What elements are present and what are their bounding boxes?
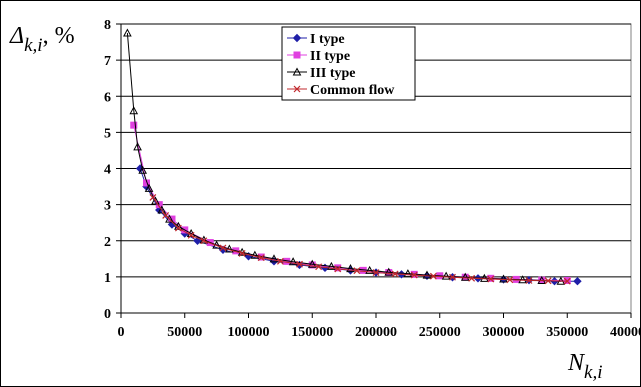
x-axis-title: Nk,i <box>567 350 602 383</box>
legend-marker <box>292 33 302 43</box>
x-tick-label: 300000 <box>483 325 525 340</box>
y-tick-label: 4 <box>104 163 111 178</box>
data-point-common-flow <box>544 277 552 285</box>
data-point-iii-type <box>157 205 167 214</box>
data-point-common-flow <box>219 244 227 252</box>
data-point-common-flow <box>296 260 303 268</box>
data-point-common-flow <box>525 277 533 284</box>
legend-item-i-type: I type <box>287 32 345 47</box>
data-point-iii-type <box>138 165 148 174</box>
data-point-common-flow <box>149 193 157 201</box>
data-point-common-flow <box>334 265 342 273</box>
y-tick-label: 8 <box>104 18 111 33</box>
data-point-common-flow <box>174 224 182 232</box>
y-tick-label: 7 <box>104 54 111 69</box>
data-point-iii-type <box>422 270 432 279</box>
data-point-iii-type <box>144 183 154 192</box>
y-axis-title-symbol: Δ <box>9 23 24 49</box>
legend-label: II type <box>310 49 350 64</box>
y-tick-label: 0 <box>104 307 111 322</box>
data-point-common-flow <box>238 249 246 257</box>
data-point-common-flow <box>487 275 495 283</box>
axes <box>116 23 632 318</box>
series-iii-type <box>123 28 566 285</box>
data-point-iii-type <box>346 264 355 273</box>
data-point-iii-type <box>480 273 489 282</box>
data-point-iii-type <box>460 272 470 281</box>
data-point-common-flow <box>391 270 399 278</box>
data-point-common-flow <box>372 269 380 276</box>
data-point-ii-type <box>130 121 138 129</box>
legend-label: Common flow <box>310 83 395 98</box>
data-point-iii-type <box>269 254 279 263</box>
x-tick-label: 150000 <box>291 325 333 340</box>
x-tick-label: 250000 <box>419 325 461 340</box>
data-point-iii-type <box>123 28 132 37</box>
data-point-iii-type <box>327 261 336 270</box>
data-point-iii-type <box>441 271 451 280</box>
legend-marker <box>293 85 301 93</box>
legend-marker <box>293 51 301 59</box>
legend-label: III type <box>310 66 356 81</box>
data-point-iii-type <box>165 214 174 223</box>
x-tick-label: 400000 <box>610 325 641 340</box>
x-tick-label: 100000 <box>228 325 270 340</box>
data-point-common-flow <box>506 276 514 284</box>
y-tick-label: 1 <box>104 271 111 286</box>
x-axis-title-subscript: k,i <box>584 362 602 383</box>
data-point-i-type <box>573 277 582 286</box>
x-tick-label: 350000 <box>546 325 588 340</box>
y-tick-label: 3 <box>104 199 111 214</box>
data-point-iii-type <box>403 269 413 278</box>
legend-item-common-flow: Common flow <box>287 83 395 98</box>
legend-box <box>281 26 416 101</box>
data-point-iii-type <box>307 259 317 268</box>
data-point-common-flow <box>563 277 571 285</box>
legend-item-iii-type: III type <box>287 66 356 81</box>
data-point-common-flow <box>162 212 170 219</box>
data-point-iii-type <box>151 196 160 205</box>
data-point-common-flow <box>200 237 208 245</box>
data-point-common-flow <box>449 273 456 281</box>
data-point-iii-type <box>499 274 508 283</box>
data-point-iii-type <box>384 267 394 276</box>
y-axis-title: Δk,i, % <box>9 23 75 56</box>
y-tick-label: 2 <box>104 235 111 250</box>
y-axis-title-subscript: k,i <box>24 35 42 56</box>
x-tick-label: 200000 <box>355 325 397 340</box>
data-point-iii-type <box>129 106 139 115</box>
x-tick-label: 0 <box>118 325 125 340</box>
data-point-iii-type <box>365 265 374 274</box>
data-point-common-flow <box>468 274 476 282</box>
data-point-common-flow <box>276 257 284 265</box>
data-point-common-flow <box>353 267 361 275</box>
y-tick-label: 6 <box>104 90 111 105</box>
x-axis-title-symbol: N <box>567 350 586 376</box>
data-point-common-flow <box>410 271 418 279</box>
data-point-iii-type <box>518 275 527 284</box>
legend-marker <box>292 67 302 76</box>
data-point-iii-type <box>288 257 298 266</box>
data-point-common-flow <box>187 231 195 239</box>
series-common-flow <box>149 193 571 285</box>
series-line-common-flow <box>152 197 568 282</box>
data-point-iii-type <box>250 250 260 259</box>
x-tick-label: 50000 <box>167 325 202 340</box>
tick-labels: 0 1 2 3 4 5 6 7 8 0 50000 100000 150000 200000 250000 3… <box>104 18 641 340</box>
legend: I type II type III type Common flow <box>281 26 416 101</box>
legend-label: I type <box>310 32 345 47</box>
legend-item-ii-type: II type <box>287 49 350 64</box>
data-point-common-flow <box>429 272 437 280</box>
data-point-common-flow <box>315 263 323 271</box>
y-tick-label: 5 <box>104 126 111 141</box>
data-point-common-flow <box>257 254 265 262</box>
series <box>123 28 582 286</box>
data-point-iii-type <box>133 142 142 151</box>
data-point-ii-type <box>155 201 163 209</box>
y-axis-title-suffix: , % <box>43 23 75 49</box>
